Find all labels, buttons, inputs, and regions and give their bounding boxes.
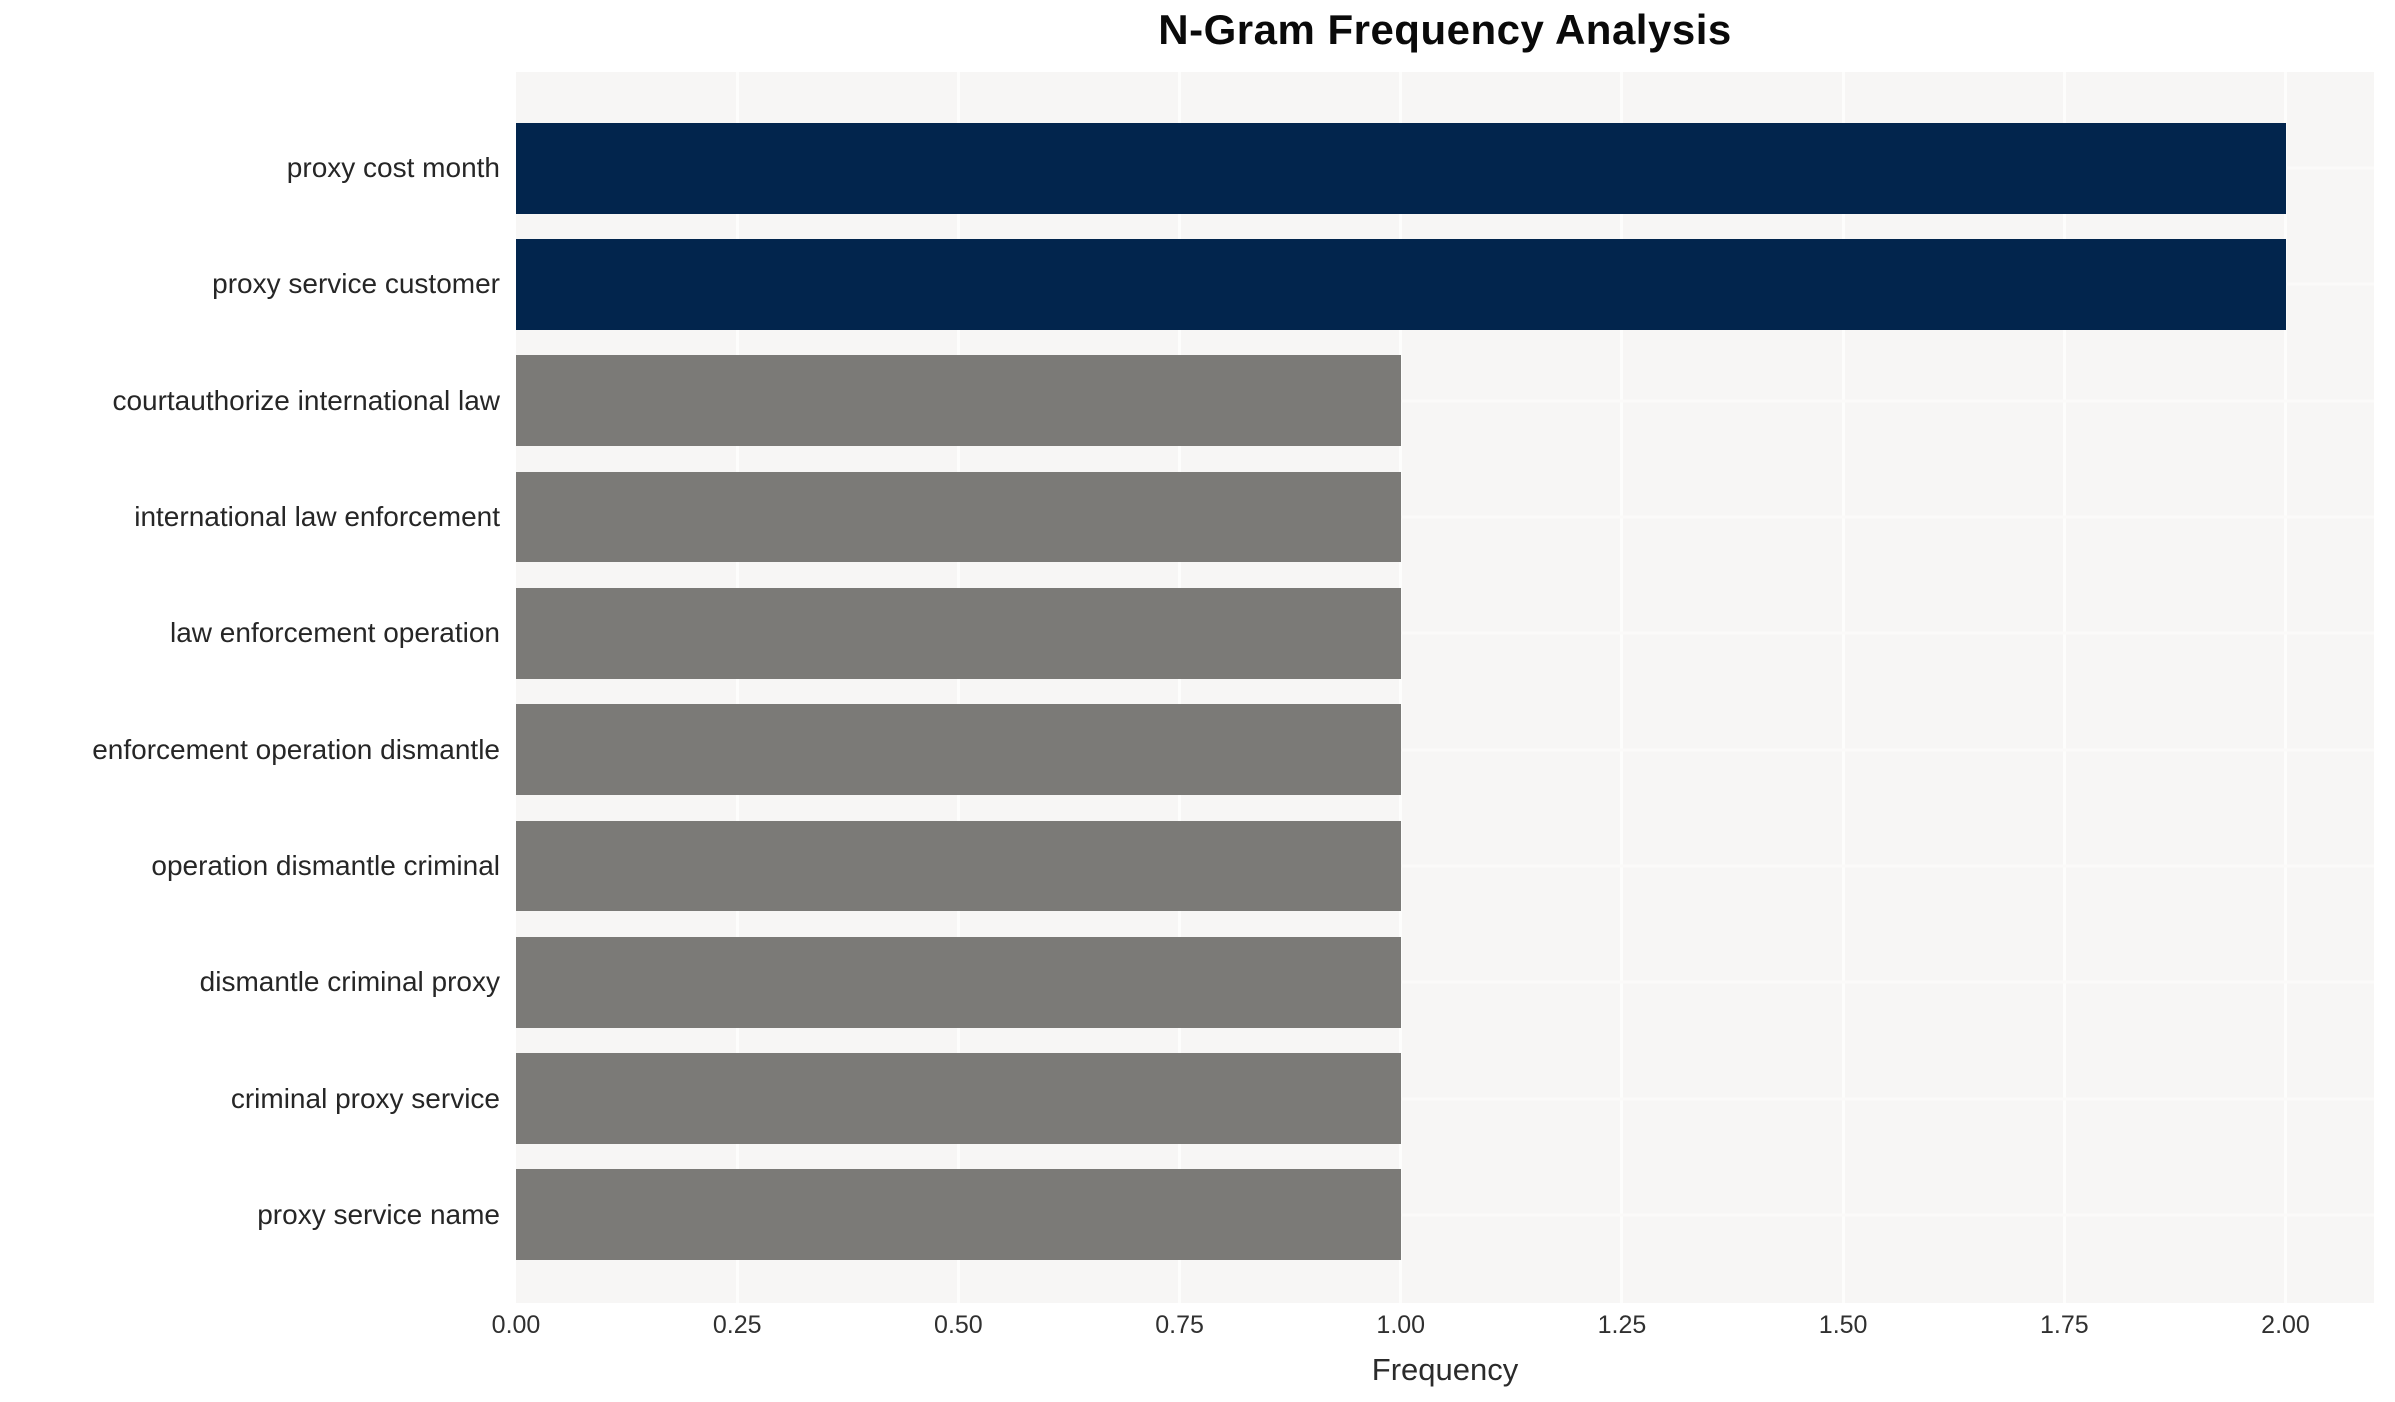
category-label: law enforcement operation bbox=[170, 617, 500, 649]
bar bbox=[516, 239, 2286, 330]
gridline-horizontal bbox=[516, 631, 2374, 635]
bar-row: international law enforcement bbox=[134, 459, 2374, 575]
x-tick-label: 0.00 bbox=[491, 1311, 541, 1339]
bar bbox=[516, 704, 1401, 795]
category-label: courtauthorize international law bbox=[112, 384, 500, 416]
bar-row: law enforcement operation bbox=[170, 575, 2374, 691]
x-tick-label: 0.25 bbox=[712, 1311, 762, 1339]
chart-title: N-Gram Frequency Analysis bbox=[1158, 6, 1732, 53]
bar bbox=[516, 1053, 1401, 1144]
bar bbox=[516, 820, 1401, 912]
bar-row: proxy cost month bbox=[287, 110, 2374, 226]
x-axis: 0.00 0.25 0.50 0.75 1.00 1.25 1.50 1.75 2.00 bbox=[492, 1311, 2374, 1351]
gridline-vertical bbox=[1841, 72, 1845, 1303]
x-tick-label: 2.00 bbox=[2261, 1311, 2310, 1339]
gridline-horizontal bbox=[516, 980, 2374, 984]
gridline-horizontal bbox=[516, 1097, 2374, 1101]
bar-row: operation dismantle criminal bbox=[151, 808, 2374, 924]
x-tick-label: 1.25 bbox=[1597, 1311, 1647, 1339]
gridline-horizontal bbox=[516, 1213, 2374, 1217]
bar-row: proxy service customer bbox=[212, 226, 2374, 342]
category-label: proxy service customer bbox=[212, 268, 500, 300]
category-label: dismantle criminal proxy bbox=[199, 966, 500, 998]
category-label: proxy cost month bbox=[286, 152, 500, 184]
x-tick-label: 1.00 bbox=[1376, 1311, 1426, 1339]
category-label: enforcement operation dismantle bbox=[92, 733, 500, 765]
category-label: proxy service name bbox=[257, 1198, 500, 1230]
bar bbox=[516, 122, 2286, 214]
bar bbox=[516, 587, 1401, 679]
x-tick-label: 0.75 bbox=[1155, 1311, 1204, 1339]
x-tick-label: 1.50 bbox=[1818, 1311, 1868, 1339]
bar-row: enforcement operation dismantle bbox=[92, 691, 2374, 807]
x-axis-label: Frequency bbox=[1371, 1352, 1519, 1387]
category-label: operation dismantle criminal bbox=[151, 849, 500, 881]
bar bbox=[516, 1169, 1401, 1261]
bar-row: proxy service name bbox=[257, 1157, 2374, 1273]
category-label: international law enforcement bbox=[134, 501, 500, 533]
gridline-horizontal bbox=[516, 748, 2374, 752]
category-label: criminal proxy service bbox=[230, 1082, 500, 1114]
gridline-vertical bbox=[735, 72, 739, 1303]
bar bbox=[516, 355, 1401, 447]
gridline-horizontal bbox=[516, 399, 2374, 403]
bar bbox=[516, 471, 1401, 563]
gridline-vertical bbox=[2062, 72, 2066, 1303]
gridline-vertical bbox=[1620, 72, 1624, 1303]
gridline-vertical bbox=[956, 72, 960, 1303]
gridline-vertical bbox=[2284, 72, 2288, 1303]
bars-layer: proxy cost month proxy service customer co… bbox=[92, 72, 2374, 1303]
gridline-horizontal bbox=[516, 515, 2374, 519]
gridline-vertical bbox=[1178, 72, 1182, 1303]
gridline-vertical bbox=[1399, 72, 1403, 1303]
bar-row: dismantle criminal proxy bbox=[200, 924, 2374, 1040]
bar bbox=[516, 936, 1401, 1028]
grid-layer bbox=[516, 72, 2374, 1303]
gridline-horizontal bbox=[516, 864, 2374, 868]
bar-row: criminal proxy service bbox=[231, 1040, 2374, 1156]
bar-row: courtauthorize international law bbox=[112, 343, 2374, 459]
x-tick-label: 1.75 bbox=[2039, 1311, 2089, 1339]
plot-area: proxy cost month proxy service customer co… bbox=[92, 72, 2374, 1303]
x-tick-label: 0.50 bbox=[934, 1311, 983, 1339]
